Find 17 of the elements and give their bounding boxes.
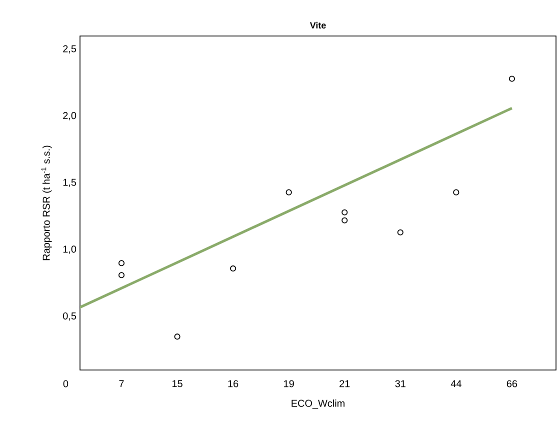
y-axis-title: Rapporto RSR (t ha$^{-1}$ s.s.) [41,146,52,260]
x-tick-label: 44 [450,380,462,388]
x-tick-label: 15 [172,380,182,388]
y-tick-label: 1,5 [63,178,76,188]
y-tick-label: 2,0 [63,112,76,120]
x-tick-label: 16 [228,380,238,388]
x-tick-label: 7 [119,380,124,388]
y-tick-label: 0,5 [63,312,76,321]
x-axis-title: ECO_Wclim [292,400,344,409]
x-tick-label: 31 [395,380,406,388]
x-tick-label: 66 [506,380,518,388]
x-tick-label: 21 [340,380,350,388]
x-tick-label: 19 [284,380,294,388]
x-tick-label: 0 [63,380,68,388]
y-tick-label: 2,5 [63,45,76,54]
chart-title: Vite [310,22,326,29]
y-tick-label: 1,0 [63,246,76,254]
